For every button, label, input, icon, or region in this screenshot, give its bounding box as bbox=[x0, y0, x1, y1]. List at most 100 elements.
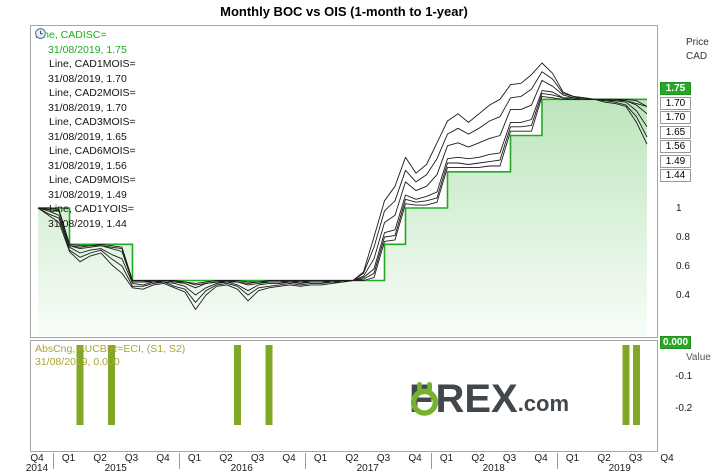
abschange-legend-name: AbsCng, AUCBIR=ECI, (S1, S2) bbox=[35, 343, 186, 355]
quarter-label: Q1 bbox=[313, 453, 328, 464]
quarter-label: Q4 bbox=[156, 453, 170, 464]
last-value-badge: 1.44 bbox=[660, 169, 691, 182]
quarter-label: Q4 bbox=[534, 453, 548, 464]
year-divider bbox=[52, 453, 54, 469]
quarter-label: Q3 bbox=[124, 453, 139, 464]
price-axis: Price CAD 1.75 1.70 1.70 1.65 1.56 1.49 1.44 1 0… bbox=[659, 25, 717, 338]
quarter-label: Q3 bbox=[502, 453, 517, 464]
quarter-label: Q4 bbox=[30, 453, 44, 464]
quarter-label: Q1 bbox=[187, 453, 202, 464]
year-divider bbox=[430, 453, 432, 469]
price-axis-title: Price bbox=[686, 37, 709, 48]
year-label: 2014 bbox=[25, 463, 49, 472]
legend-series-last-value: 31/08/2019, 1.44 bbox=[48, 217, 127, 230]
year-label: 2016 bbox=[230, 463, 253, 472]
quarter-label: Q2 bbox=[345, 453, 359, 464]
legend-series-last-value: 31/08/2019, 1.75 bbox=[48, 43, 127, 56]
forex-logo-com: .com bbox=[517, 391, 570, 416]
legend-item-cad6mois[interactable]: Line, CAD6MOIS= 31/08/2019, 1.56 bbox=[35, 28, 136, 173]
rate-change-bar bbox=[622, 345, 630, 425]
year-label: 2017 bbox=[356, 463, 379, 472]
series-line-cad1yois bbox=[37, 62, 648, 310]
abschange-legend-value: 31/08/2019, 0.000 bbox=[35, 356, 120, 368]
last-value-badge: 1.70 bbox=[660, 96, 691, 110]
legend-item-cad1yois[interactable]: Line, CAD1YOIS= 31/08/2019, 1.44 bbox=[35, 28, 136, 231]
legend-series-name: Line, CAD1YOIS= bbox=[49, 203, 134, 215]
series-legend: Line, CADISC= 31/08/2019, 1.75 Line, CAD1M… bbox=[35, 28, 136, 231]
clock-icon bbox=[35, 28, 46, 157]
forex-logo: F REX .com bbox=[409, 377, 570, 421]
policy-rate-area bbox=[38, 99, 647, 336]
quarter-label: Q1 bbox=[61, 453, 76, 464]
rate-change-bar bbox=[108, 345, 115, 425]
year-label: 2015 bbox=[104, 463, 127, 472]
legend-series-name: Line, CAD9MOIS= bbox=[49, 174, 136, 186]
quarter-label: Q2 bbox=[471, 453, 485, 464]
last-value-badge: 1.56 bbox=[660, 140, 691, 153]
chart-title: Monthly BOC vs OIS (1-month to 1-year) bbox=[220, 4, 468, 19]
price-axis-tick: 1 bbox=[676, 203, 682, 214]
abschange-panel: AbsCng, AUCBIR=ECI, (S1, S2) 31/08/2019,… bbox=[30, 340, 658, 452]
legend-series-name: Line, CAD2MOIS= bbox=[49, 87, 136, 99]
rate-change-bar bbox=[265, 345, 273, 425]
last-value-badge: 1.49 bbox=[660, 154, 691, 168]
value-axis-tick: -0.1 bbox=[675, 371, 693, 382]
quarter-label: Q1 bbox=[439, 453, 454, 464]
legend-series-name: Line, CADISC= bbox=[35, 29, 107, 41]
legend-series-name: Line, CAD3MOIS= bbox=[49, 116, 136, 128]
year-label: 2019 bbox=[608, 463, 631, 472]
year-divider bbox=[304, 453, 306, 469]
price-axis-tick: 0.4 bbox=[676, 290, 690, 301]
price-axis-tick: 0.6 bbox=[676, 261, 690, 272]
legend-series-last-value: 31/08/2019, 1.65 bbox=[48, 130, 127, 143]
rate-change-bar bbox=[633, 345, 640, 425]
legend-series-last-value: 31/08/2019, 1.70 bbox=[48, 101, 127, 114]
time-axis: Q4 Q1 Q2 Q3 Q4 Q1 Q2 Q3 Q4 Q1 Q2 Q3 Q4 Q1 Q2 Q3 Q4 Q1 Q2 Q3… bbox=[0, 451, 717, 472]
quarter-label: Q4 bbox=[282, 453, 296, 464]
value-axis: 0.000 Value -0.1 -0.2 bbox=[659, 336, 717, 452]
clock-icon bbox=[35, 28, 46, 70]
abschange-legend: AbsCng, AUCBIR=ECI, (S1, S2) 31/08/2019,… bbox=[35, 343, 185, 369]
legend-item-cad1mois[interactable]: Line, CAD1MOIS= 31/08/2019, 1.70 bbox=[35, 28, 136, 86]
clock-icon bbox=[35, 28, 46, 128]
legend-item-cadisc[interactable]: Line, CADISC= 31/08/2019, 1.75 bbox=[35, 28, 136, 57]
quarter-label: Q1 bbox=[565, 453, 580, 464]
last-value-badge: 1.75 bbox=[660, 82, 691, 95]
legend-item-cad3mois[interactable]: Line, CAD3MOIS= 31/08/2019, 1.65 bbox=[35, 28, 136, 144]
quarter-label: Q2 bbox=[93, 453, 107, 464]
main-chart-canvas[interactable] bbox=[31, 26, 657, 337]
legend-series-last-value: 31/08/2019, 1.56 bbox=[48, 159, 127, 172]
clock-icon bbox=[35, 28, 46, 99]
year-divider bbox=[556, 453, 558, 469]
legend-series-name: Line, CAD1MOIS= bbox=[49, 58, 136, 70]
main-chart-panel: Line, CADISC= 31/08/2019, 1.75 Line, CAD1M… bbox=[30, 25, 658, 338]
last-value-badge: 1.65 bbox=[660, 125, 691, 139]
year-divider bbox=[178, 453, 180, 469]
legend-item-cad2mois[interactable]: Line, CAD2MOIS= 31/08/2019, 1.70 bbox=[35, 28, 136, 115]
value-axis-tick: -0.2 bbox=[675, 403, 693, 414]
legend-series-last-value: 31/08/2019, 1.49 bbox=[48, 188, 127, 201]
quarter-label: Q4 bbox=[660, 453, 674, 464]
quarter-label: Q2 bbox=[597, 453, 611, 464]
price-axis-tick: 0.8 bbox=[676, 232, 690, 243]
quarter-label: Q3 bbox=[628, 453, 643, 464]
rate-change-bar bbox=[234, 345, 241, 425]
series-line-cad6mois bbox=[37, 79, 648, 296]
abschange-canvas[interactable] bbox=[31, 341, 657, 451]
last-value-badge: 1.70 bbox=[660, 111, 691, 124]
quarter-label: Q3 bbox=[376, 453, 391, 464]
legend-series-last-value: 31/08/2019, 1.70 bbox=[48, 72, 127, 85]
quarter-label: Q2 bbox=[219, 453, 233, 464]
clock-icon bbox=[35, 28, 46, 215]
value-axis-title: Value bbox=[686, 352, 711, 363]
rate-change-bar bbox=[76, 345, 84, 425]
year-label: 2018 bbox=[482, 463, 505, 472]
clock-icon bbox=[35, 28, 46, 186]
legend-item-cad9mois[interactable]: Line, CAD9MOIS= 31/08/2019, 1.49 bbox=[35, 28, 136, 202]
abschange-last-badge: 0.000 bbox=[660, 336, 691, 349]
forex-logo-rex: REX bbox=[435, 377, 518, 421]
quarter-label: Q4 bbox=[408, 453, 422, 464]
price-axis-currency: CAD bbox=[686, 51, 708, 62]
quarter-label: Q3 bbox=[250, 453, 265, 464]
